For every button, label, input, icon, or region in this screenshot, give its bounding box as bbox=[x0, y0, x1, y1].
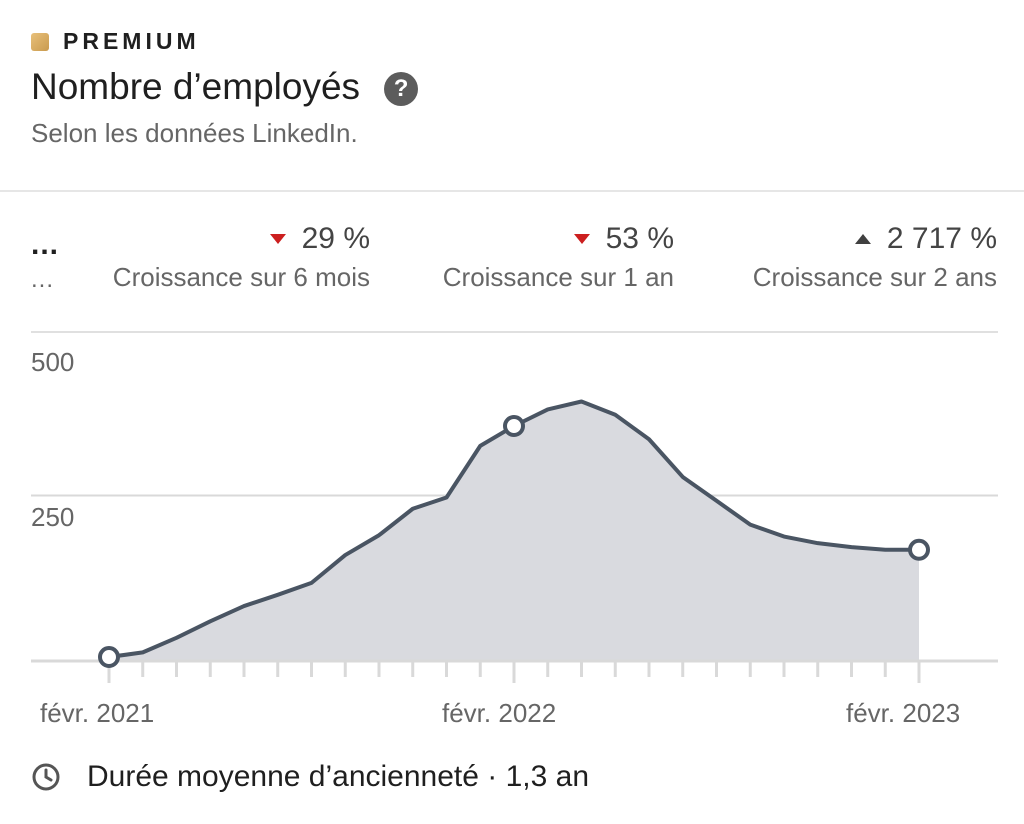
x-tick-label-feb-2022: févr. 2022 bbox=[442, 698, 557, 728]
x-tick-label-feb-2021: févr. 2021 bbox=[40, 698, 155, 728]
trend-down-icon bbox=[269, 234, 286, 244]
page-title: Nombre d’employés bbox=[31, 66, 361, 107]
metric-value: 29 % bbox=[301, 222, 370, 255]
data-point-marker bbox=[908, 538, 930, 561]
premium-badge-row: PREMIUM bbox=[31, 28, 200, 55]
average-tenure-text: Durée moyenne d’ancienneté · 1,3 an bbox=[87, 760, 590, 793]
area-fill bbox=[109, 401, 919, 661]
trend-up-icon bbox=[854, 234, 871, 244]
x-tick-label-feb-2023: févr. 2023 bbox=[846, 698, 961, 728]
metric-2-year-growth: 2 717 % Croissance sur 2 ans bbox=[753, 222, 997, 293]
metrics-divider bbox=[31, 331, 998, 333]
premium-badge-icon bbox=[31, 32, 49, 51]
header-divider bbox=[0, 190, 1024, 192]
metric-1-year-growth: 53 % Croissance sur 1 an bbox=[443, 222, 674, 293]
premium-label: PREMIUM bbox=[63, 28, 200, 54]
metric-label: Croissance sur 6 mois bbox=[112, 262, 370, 292]
trend-down-icon bbox=[573, 234, 590, 244]
metric-label: Croissance sur 1 an bbox=[442, 262, 674, 292]
metric-label: Croissance sur 2 ans bbox=[752, 262, 997, 292]
y-tick-label-500: 500 bbox=[31, 347, 75, 377]
clock-icon bbox=[32, 763, 60, 791]
data-point-marker bbox=[503, 414, 525, 437]
overflow-menu-dots[interactable]: ... bbox=[31, 228, 60, 261]
overflow-menu-dots-secondary: ... bbox=[31, 266, 55, 293]
page-subtitle: Selon les données LinkedIn. bbox=[31, 118, 358, 148]
help-icon[interactable]: ? bbox=[384, 72, 419, 106]
y-tick-label-250: 250 bbox=[31, 502, 75, 532]
title-row: Nombre d’employés ? bbox=[31, 66, 419, 108]
metric-6-month-growth: 29 % Croissance sur 6 mois bbox=[113, 222, 370, 293]
average-tenure-row: Durée moyenne d’ancienneté · 1,3 an bbox=[31, 760, 589, 794]
metric-value: 53 % bbox=[605, 222, 674, 255]
data-point-marker bbox=[98, 646, 120, 669]
metric-value: 2 717 % bbox=[886, 222, 997, 255]
